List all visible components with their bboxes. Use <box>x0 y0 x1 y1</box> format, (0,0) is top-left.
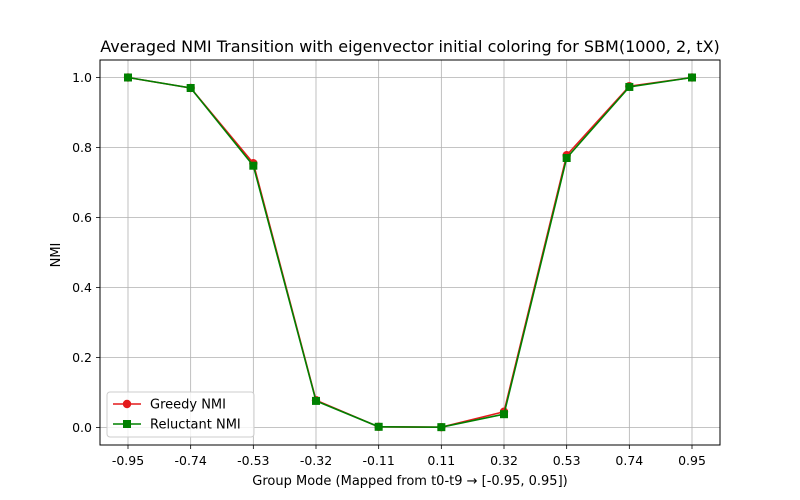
legend-box <box>106 391 255 438</box>
x-tick-label: -0.32 <box>300 453 332 468</box>
x-tick-label: 0.11 <box>427 453 455 468</box>
data-point-square <box>249 161 258 170</box>
data-point-square <box>124 73 132 82</box>
series-line-2 <box>127 76 693 428</box>
x-tick-label: -0.74 <box>174 453 206 468</box>
y-axis-label: NMI <box>49 243 64 268</box>
data-point-square <box>186 84 195 92</box>
legend-marker-square <box>123 420 131 428</box>
y-tick-label: 0.4 <box>72 280 92 295</box>
plot-area-frame <box>99 59 721 446</box>
data-point-square <box>562 154 571 162</box>
legend-marker-circle <box>122 399 132 409</box>
data-point-square <box>625 82 634 91</box>
y-tick-label: 0.2 <box>72 350 92 365</box>
data-point-square <box>500 410 508 419</box>
y-tick-label: 1.0 <box>72 70 92 85</box>
x-tick-label: -0.95 <box>112 453 144 468</box>
x-axis-label: Group Mode (Mapped from t0-t9 → [-0.95, … <box>252 474 567 489</box>
x-tick-label: 0.74 <box>615 453 643 468</box>
legend: Greedy NMI Reluctant NMI <box>106 391 255 438</box>
y-tick-label: 0.0 <box>72 420 92 435</box>
legend-label: Reluctant NMI <box>150 418 241 433</box>
x-tick-label: 0.95 <box>678 453 706 468</box>
series-layer <box>123 73 697 432</box>
series-line-1 <box>127 76 693 428</box>
data-point-square <box>437 423 446 432</box>
data-point-square <box>312 396 320 405</box>
y-tick-label: 0.6 <box>72 210 92 225</box>
axis-ticks: -0.95 -0.74 -0.53 -0.32 -0.11 0.11 0.32 0.53 0.7… <box>72 70 706 468</box>
data-point-square <box>374 422 383 431</box>
x-tick-label: 0.53 <box>553 453 581 468</box>
x-tick-label: -0.53 <box>237 453 269 468</box>
data-point-square <box>688 73 696 82</box>
x-tick-label: -0.11 <box>362 453 394 468</box>
grid <box>100 60 720 445</box>
chart-title: Averaged NMI Transition with eigenvector… <box>100 37 720 56</box>
legend-label: Greedy NMI <box>150 398 226 413</box>
x-tick-label: 0.32 <box>490 453 518 468</box>
y-tick-label: 0.8 <box>72 140 92 155</box>
